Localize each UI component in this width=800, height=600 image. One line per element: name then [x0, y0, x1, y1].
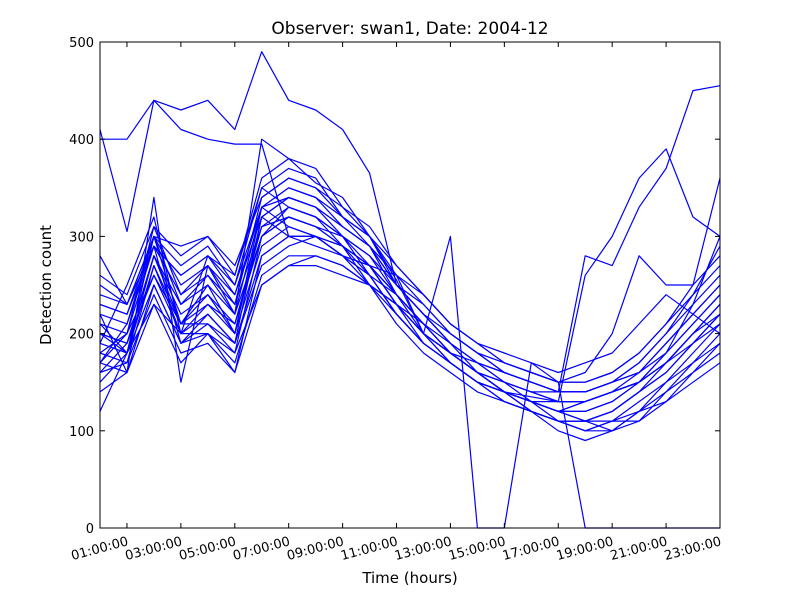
series-line-23 [99, 187, 721, 374]
x-tick-label: 01:00:00 [70, 534, 130, 564]
plot-lines [99, 51, 721, 529]
plot-frame [99, 41, 721, 529]
series-line-27 [99, 255, 721, 432]
y-axis-label: Detection count [37, 225, 55, 345]
series-line-22 [99, 177, 721, 383]
y-tick-label: 100 [69, 425, 94, 440]
y-tick-label: 0 [86, 522, 94, 537]
x-tick-label: 15:00:00 [447, 534, 507, 564]
series-line-20 [99, 148, 721, 403]
x-tick-label: 09:00:00 [285, 534, 345, 564]
y-tick-label: 500 [69, 36, 94, 51]
series-line-17 [99, 216, 720, 529]
y-axis: 0 100 200 300 400 500 [69, 36, 720, 537]
y-tick-label: 200 [69, 328, 94, 343]
chart-title: Observer: swan1, Date: 2004-12 [271, 19, 548, 39]
series-line-1 [99, 99, 721, 412]
x-tick-label: 07:00:00 [231, 534, 291, 564]
x-tick-label: 23:00:00 [663, 534, 723, 564]
series-line-3 [99, 138, 721, 393]
x-tick-label: 13:00:00 [393, 534, 453, 564]
x-tick-label: 19:00:00 [555, 534, 615, 564]
x-tick-label: 21:00:00 [609, 534, 669, 564]
y-tick-label: 300 [69, 230, 94, 245]
series-line-21 [99, 85, 721, 393]
x-axis: 01:00:0003:00:0005:00:0007:00:0009:00:00… [70, 42, 723, 564]
series-line-19 [99, 235, 721, 422]
x-tick-label: 11:00:00 [339, 534, 399, 564]
x-axis-label: Time (hours) [361, 569, 457, 587]
x-tick-label: 03:00:00 [124, 534, 184, 564]
x-tick-label: 05:00:00 [178, 534, 238, 564]
y-tick-label: 400 [69, 133, 94, 148]
series-line-14 [99, 167, 721, 393]
x-tick-label: 17:00:00 [501, 534, 561, 564]
series-line-24 [99, 265, 721, 432]
series-line-26 [99, 235, 721, 422]
